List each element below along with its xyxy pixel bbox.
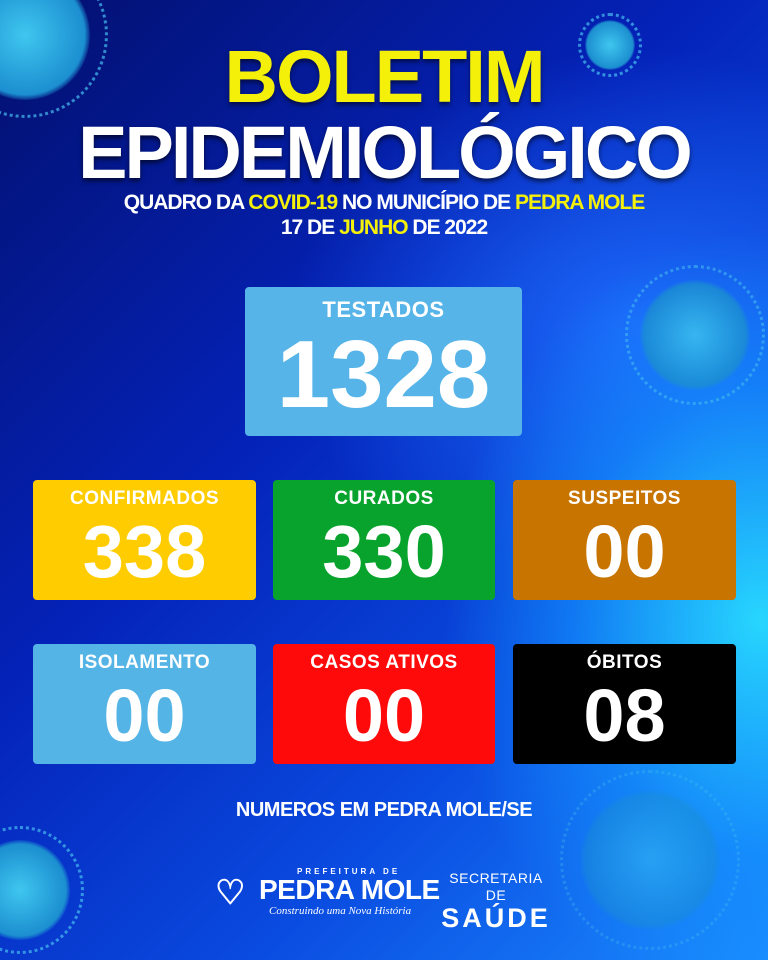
subtitle-text: NO MUNICÍPIO DE	[337, 191, 516, 214]
stat-value: 1328	[276, 321, 491, 428]
stat-value: 330	[322, 510, 446, 593]
stat-suspeitos: SUSPEITOS 00	[513, 480, 736, 600]
subtitle-highlight: COVID-19	[248, 191, 338, 214]
stat-isolamento: ISOLAMENTO 00	[33, 644, 256, 764]
logo-tagline: Construindo uma Nova História	[269, 905, 412, 917]
date-text: 17 DE	[280, 216, 340, 239]
secretaria-line1: SECRETARIA DE	[449, 870, 543, 903]
footer-text: NUMEROS EM PEDRA MOLE/SE	[235, 799, 533, 821]
virus-icon	[624, 264, 766, 406]
date-month: JUNHO	[339, 216, 409, 239]
secretaria-logo: SECRETARIA DE SAÚDE	[440, 870, 552, 932]
logo-pre: PREFEITURA DE	[297, 867, 401, 876]
title-boletim: BOLETIM	[224, 35, 546, 118]
secretaria-line2: SAÚDE	[441, 903, 551, 933]
stat-curados: CURADOS 330	[273, 480, 495, 600]
stat-label: CASOS ATIVOS	[310, 652, 458, 673]
stat-label: TESTADOS	[322, 297, 445, 322]
stat-obitos: ÓBITOS 08	[513, 644, 736, 764]
stat-value: 00	[103, 674, 186, 757]
stat-label: ISOLAMENTO	[78, 652, 211, 673]
subtitle-highlight: PEDRA MOLE	[515, 191, 645, 214]
stat-value: 00	[342, 674, 426, 757]
stat-label: ÓBITOS	[586, 652, 663, 673]
stat-casos-ativos: CASOS ATIVOS 00	[273, 644, 495, 764]
date-text: DE 2022	[407, 216, 488, 239]
stat-label: CONFIRMADOS	[69, 488, 220, 509]
subtitle: QUADRO DA COVID-19 NO MUNICÍPIO DE PEDRA…	[0, 191, 768, 215]
heart-people-icon: ♡	[215, 874, 246, 912]
title-epidemiologico: EPIDEMIOLÓGICO	[78, 111, 693, 194]
stat-value: 338	[82, 510, 207, 593]
stat-label: CURADOS	[334, 488, 434, 509]
virus-icon	[578, 13, 642, 77]
prefeitura-logo: ♡ PREFEITURA DE PEDRA MOLE Construindo u…	[215, 867, 440, 920]
date: 17 DE JUNHO DE 2022	[0, 216, 768, 240]
virus-icon	[0, 826, 84, 954]
logo-name: PEDRA MOLE	[259, 874, 440, 905]
stat-confirmados: CONFIRMADOS 338	[33, 480, 256, 600]
stat-testados: TESTADOS 1328	[245, 287, 522, 436]
stat-value: 08	[583, 674, 666, 757]
virus-icon	[560, 770, 740, 950]
subtitle-text: QUADRO DA	[123, 191, 249, 214]
stat-value: 00	[583, 510, 666, 593]
stat-label: SUSPEITOS	[568, 488, 681, 509]
